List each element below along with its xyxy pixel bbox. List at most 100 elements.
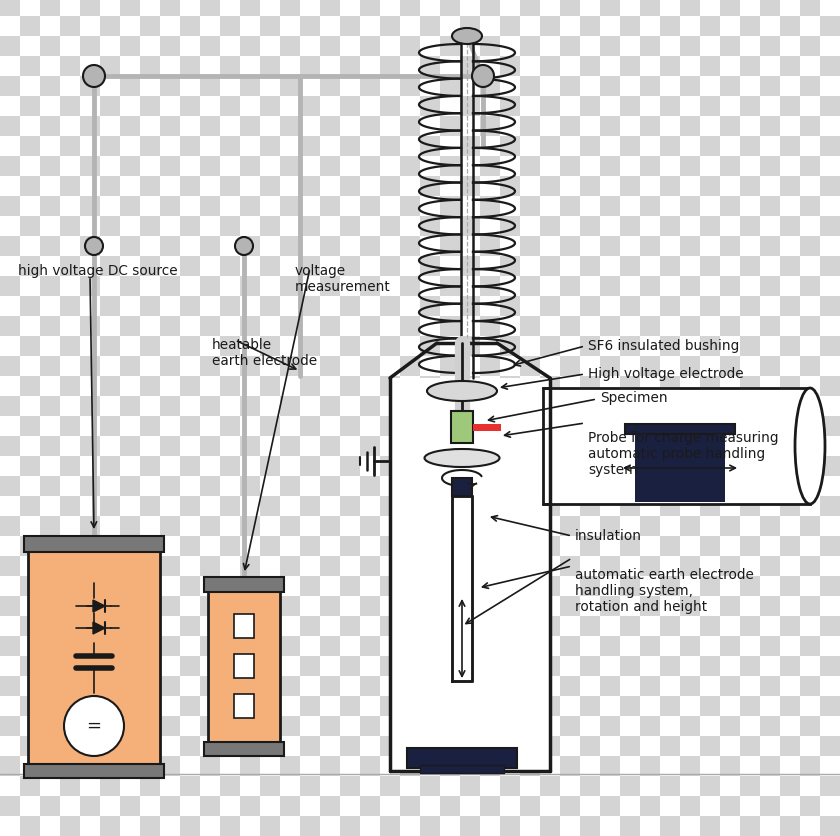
Bar <box>340 76 360 96</box>
Bar <box>420 596 440 616</box>
Bar <box>80 476 100 496</box>
Bar <box>240 756 260 776</box>
Bar <box>580 776 600 796</box>
Bar <box>60 796 80 816</box>
Bar <box>480 616 500 636</box>
Bar <box>140 456 160 476</box>
Bar <box>240 816 260 836</box>
Bar <box>0 676 20 696</box>
Bar <box>240 16 260 36</box>
Bar <box>540 0 560 16</box>
Bar <box>0 256 20 276</box>
Bar <box>600 456 620 476</box>
Bar <box>60 336 80 356</box>
Bar <box>300 296 320 316</box>
Bar <box>760 516 780 536</box>
Bar <box>720 816 740 836</box>
Bar <box>560 556 580 576</box>
Bar <box>120 416 140 436</box>
Bar <box>360 116 380 136</box>
Bar <box>260 156 280 176</box>
Bar <box>420 796 440 816</box>
Bar <box>680 196 700 216</box>
Bar <box>160 616 180 636</box>
Bar <box>220 256 240 276</box>
Bar <box>20 596 40 616</box>
Bar <box>580 196 600 216</box>
Text: voltage
measurement: voltage measurement <box>295 264 391 294</box>
Bar <box>540 396 560 416</box>
Bar <box>760 776 780 796</box>
Bar <box>600 576 620 596</box>
Bar <box>660 256 680 276</box>
Bar <box>180 556 200 576</box>
Bar <box>500 16 520 36</box>
Bar <box>620 236 640 256</box>
Bar <box>460 636 480 656</box>
Bar <box>380 176 400 196</box>
Bar <box>760 476 780 496</box>
Bar <box>120 656 140 676</box>
Bar <box>620 156 640 176</box>
Bar <box>100 236 120 256</box>
Bar <box>180 276 200 296</box>
Bar <box>660 796 680 816</box>
Bar <box>600 0 620 16</box>
Bar <box>280 36 300 56</box>
Bar <box>360 616 380 636</box>
Bar <box>660 216 680 236</box>
Bar <box>200 696 220 716</box>
Bar <box>420 336 440 356</box>
Bar <box>480 736 500 756</box>
Bar <box>820 256 840 276</box>
Bar <box>640 556 660 576</box>
Bar <box>300 596 320 616</box>
Bar <box>80 696 100 716</box>
Bar <box>60 96 80 116</box>
Bar <box>60 176 80 196</box>
Bar <box>180 96 200 116</box>
Bar <box>580 736 600 756</box>
Bar <box>740 76 760 96</box>
Bar <box>780 296 800 316</box>
Bar <box>760 676 780 696</box>
Bar <box>80 356 100 376</box>
Bar <box>40 436 60 456</box>
Bar <box>0 476 20 496</box>
Bar <box>240 536 260 556</box>
Bar <box>460 596 480 616</box>
Bar <box>660 336 680 356</box>
Bar <box>540 416 560 436</box>
Bar <box>180 516 200 536</box>
Bar <box>740 216 760 236</box>
Bar <box>360 376 380 396</box>
Bar <box>720 476 740 496</box>
Bar <box>780 0 800 16</box>
Bar <box>340 376 360 396</box>
Bar <box>60 276 80 296</box>
Bar <box>0 596 20 616</box>
Bar <box>360 416 380 436</box>
Bar <box>800 36 820 56</box>
Bar <box>820 756 840 776</box>
Bar <box>100 416 120 436</box>
Bar <box>200 436 220 456</box>
Bar <box>20 716 40 736</box>
Bar <box>380 296 400 316</box>
Ellipse shape <box>452 28 482 44</box>
Bar <box>440 476 460 496</box>
Bar <box>440 176 460 196</box>
Bar <box>120 556 140 576</box>
Bar <box>440 596 460 616</box>
Bar <box>820 476 840 496</box>
Bar <box>400 56 420 76</box>
Bar <box>420 16 440 36</box>
Bar <box>540 816 560 836</box>
Bar <box>260 676 280 696</box>
Circle shape <box>472 65 494 87</box>
Bar <box>560 736 580 756</box>
Bar <box>440 116 460 136</box>
Bar <box>80 256 100 276</box>
Bar <box>720 116 740 136</box>
Bar <box>200 96 220 116</box>
